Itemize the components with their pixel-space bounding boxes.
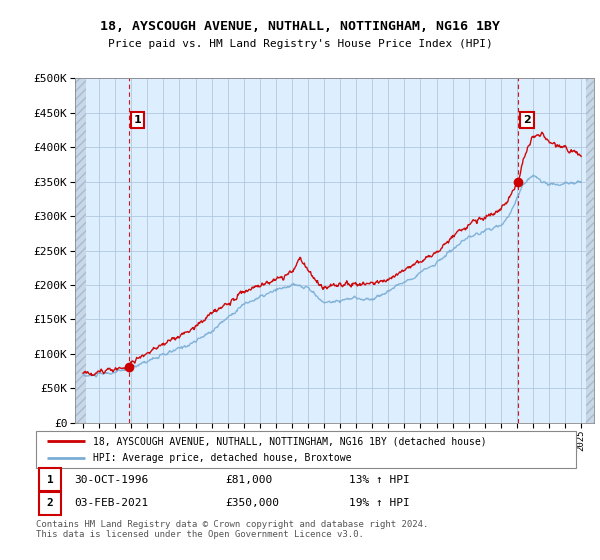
FancyBboxPatch shape (39, 468, 61, 491)
Text: 30-OCT-1996: 30-OCT-1996 (74, 475, 148, 484)
Text: Contains HM Land Registry data © Crown copyright and database right 2024.
This d: Contains HM Land Registry data © Crown c… (36, 520, 428, 539)
Text: 13% ↑ HPI: 13% ↑ HPI (349, 475, 410, 484)
Text: £350,000: £350,000 (225, 498, 279, 508)
Text: HPI: Average price, detached house, Broxtowe: HPI: Average price, detached house, Brox… (92, 453, 351, 463)
Text: 18, AYSCOUGH AVENUE, NUTHALL, NOTTINGHAM, NG16 1BY (detached house): 18, AYSCOUGH AVENUE, NUTHALL, NOTTINGHAM… (92, 436, 487, 446)
Text: 19% ↑ HPI: 19% ↑ HPI (349, 498, 410, 508)
Text: 03-FEB-2021: 03-FEB-2021 (74, 498, 148, 508)
Text: 1: 1 (47, 475, 53, 484)
FancyBboxPatch shape (39, 492, 61, 515)
Text: 1: 1 (133, 115, 141, 125)
FancyBboxPatch shape (36, 431, 576, 468)
Bar (75, 78, 86, 423)
Text: 2: 2 (523, 115, 531, 125)
Text: £81,000: £81,000 (225, 475, 272, 484)
Text: 2: 2 (47, 498, 53, 508)
Bar (586, 78, 597, 423)
Text: Price paid vs. HM Land Registry's House Price Index (HPI): Price paid vs. HM Land Registry's House … (107, 39, 493, 49)
Text: 18, AYSCOUGH AVENUE, NUTHALL, NOTTINGHAM, NG16 1BY: 18, AYSCOUGH AVENUE, NUTHALL, NOTTINGHAM… (100, 20, 500, 34)
